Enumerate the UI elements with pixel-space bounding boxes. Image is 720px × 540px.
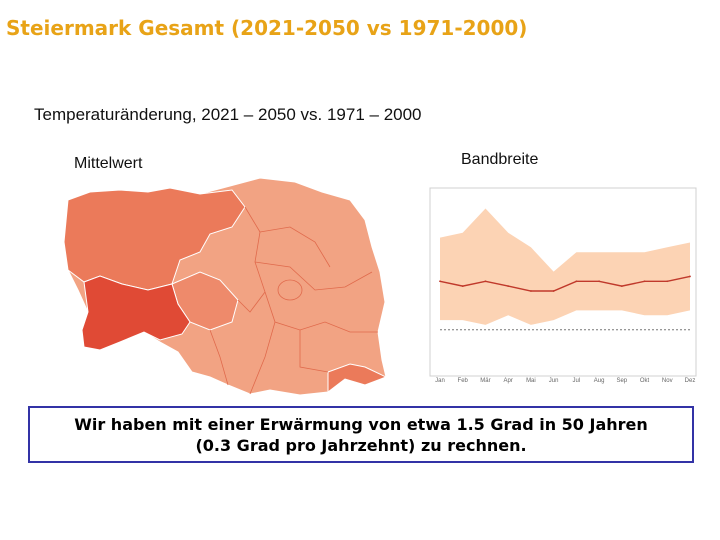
conclusion-line-2: (0.3 Grad pro Jahrzehnt) zu rechnen.: [195, 436, 527, 455]
x-tick-label: Okt: [640, 378, 650, 384]
x-tick-label: Jul: [573, 378, 581, 384]
x-tick-label: Sep: [616, 378, 627, 384]
mean-point-9: [620, 285, 623, 288]
x-tick-label: Dez: [685, 378, 696, 384]
x-tick-label: Nov: [662, 378, 673, 384]
conclusion-box: Wir haben mit einer Erwärmung von etwa 1…: [28, 406, 694, 463]
mean-point-8: [598, 280, 600, 283]
range-chart-svg: Jan Feb Mär Apr Mai Jun Jul Aug Sep Okt Nov Dez: [429, 187, 697, 384]
conclusion-line-1: Wir haben mit einer Erwärmung von etwa 1…: [74, 415, 648, 434]
mean-line: [439, 275, 691, 292]
x-tick-label: Apr: [504, 378, 513, 384]
mean-point-4: [507, 285, 510, 288]
map-label: Mittelwert: [74, 155, 143, 172]
mean-point-3: [484, 280, 487, 283]
mean-point-2: [461, 285, 464, 288]
x-tick-label: Jun: [549, 378, 559, 384]
styria-temperature-map: [60, 172, 430, 407]
mean-point-6: [552, 290, 555, 292]
mean-point-11: [666, 280, 669, 283]
x-tick-label: Mai: [526, 378, 536, 384]
mean-point-1: [439, 280, 441, 283]
slide-title: Steiermark Gesamt (2021-2050 vs 1971-200…: [6, 16, 528, 40]
x-tick-label: Jan: [435, 378, 445, 384]
mean-point-7: [575, 280, 578, 283]
map-region-southeast: [327, 363, 388, 394]
x-tick-label: Aug: [594, 378, 605, 384]
mean-point-12: [689, 275, 691, 278]
range-chart-label: Bandbreite: [461, 151, 539, 168]
x-tick-label: Feb: [458, 378, 469, 384]
map-district-borders: [209, 206, 378, 395]
slide-subtitle: Temperaturänderung, 2021 – 2050 vs. 1971…: [34, 105, 422, 124]
mean-point-10: [643, 280, 646, 283]
map-region-southwest: [81, 275, 191, 351]
uncertainty-band: [440, 208, 690, 325]
styria-map-svg: [63, 177, 388, 396]
mean-point-5: [530, 290, 532, 292]
range-chart: Jan Feb Mär Apr Mai Jun Jul Aug Sep Okt Nov Dez: [428, 186, 700, 386]
x-tick-label: Mär: [480, 378, 490, 384]
